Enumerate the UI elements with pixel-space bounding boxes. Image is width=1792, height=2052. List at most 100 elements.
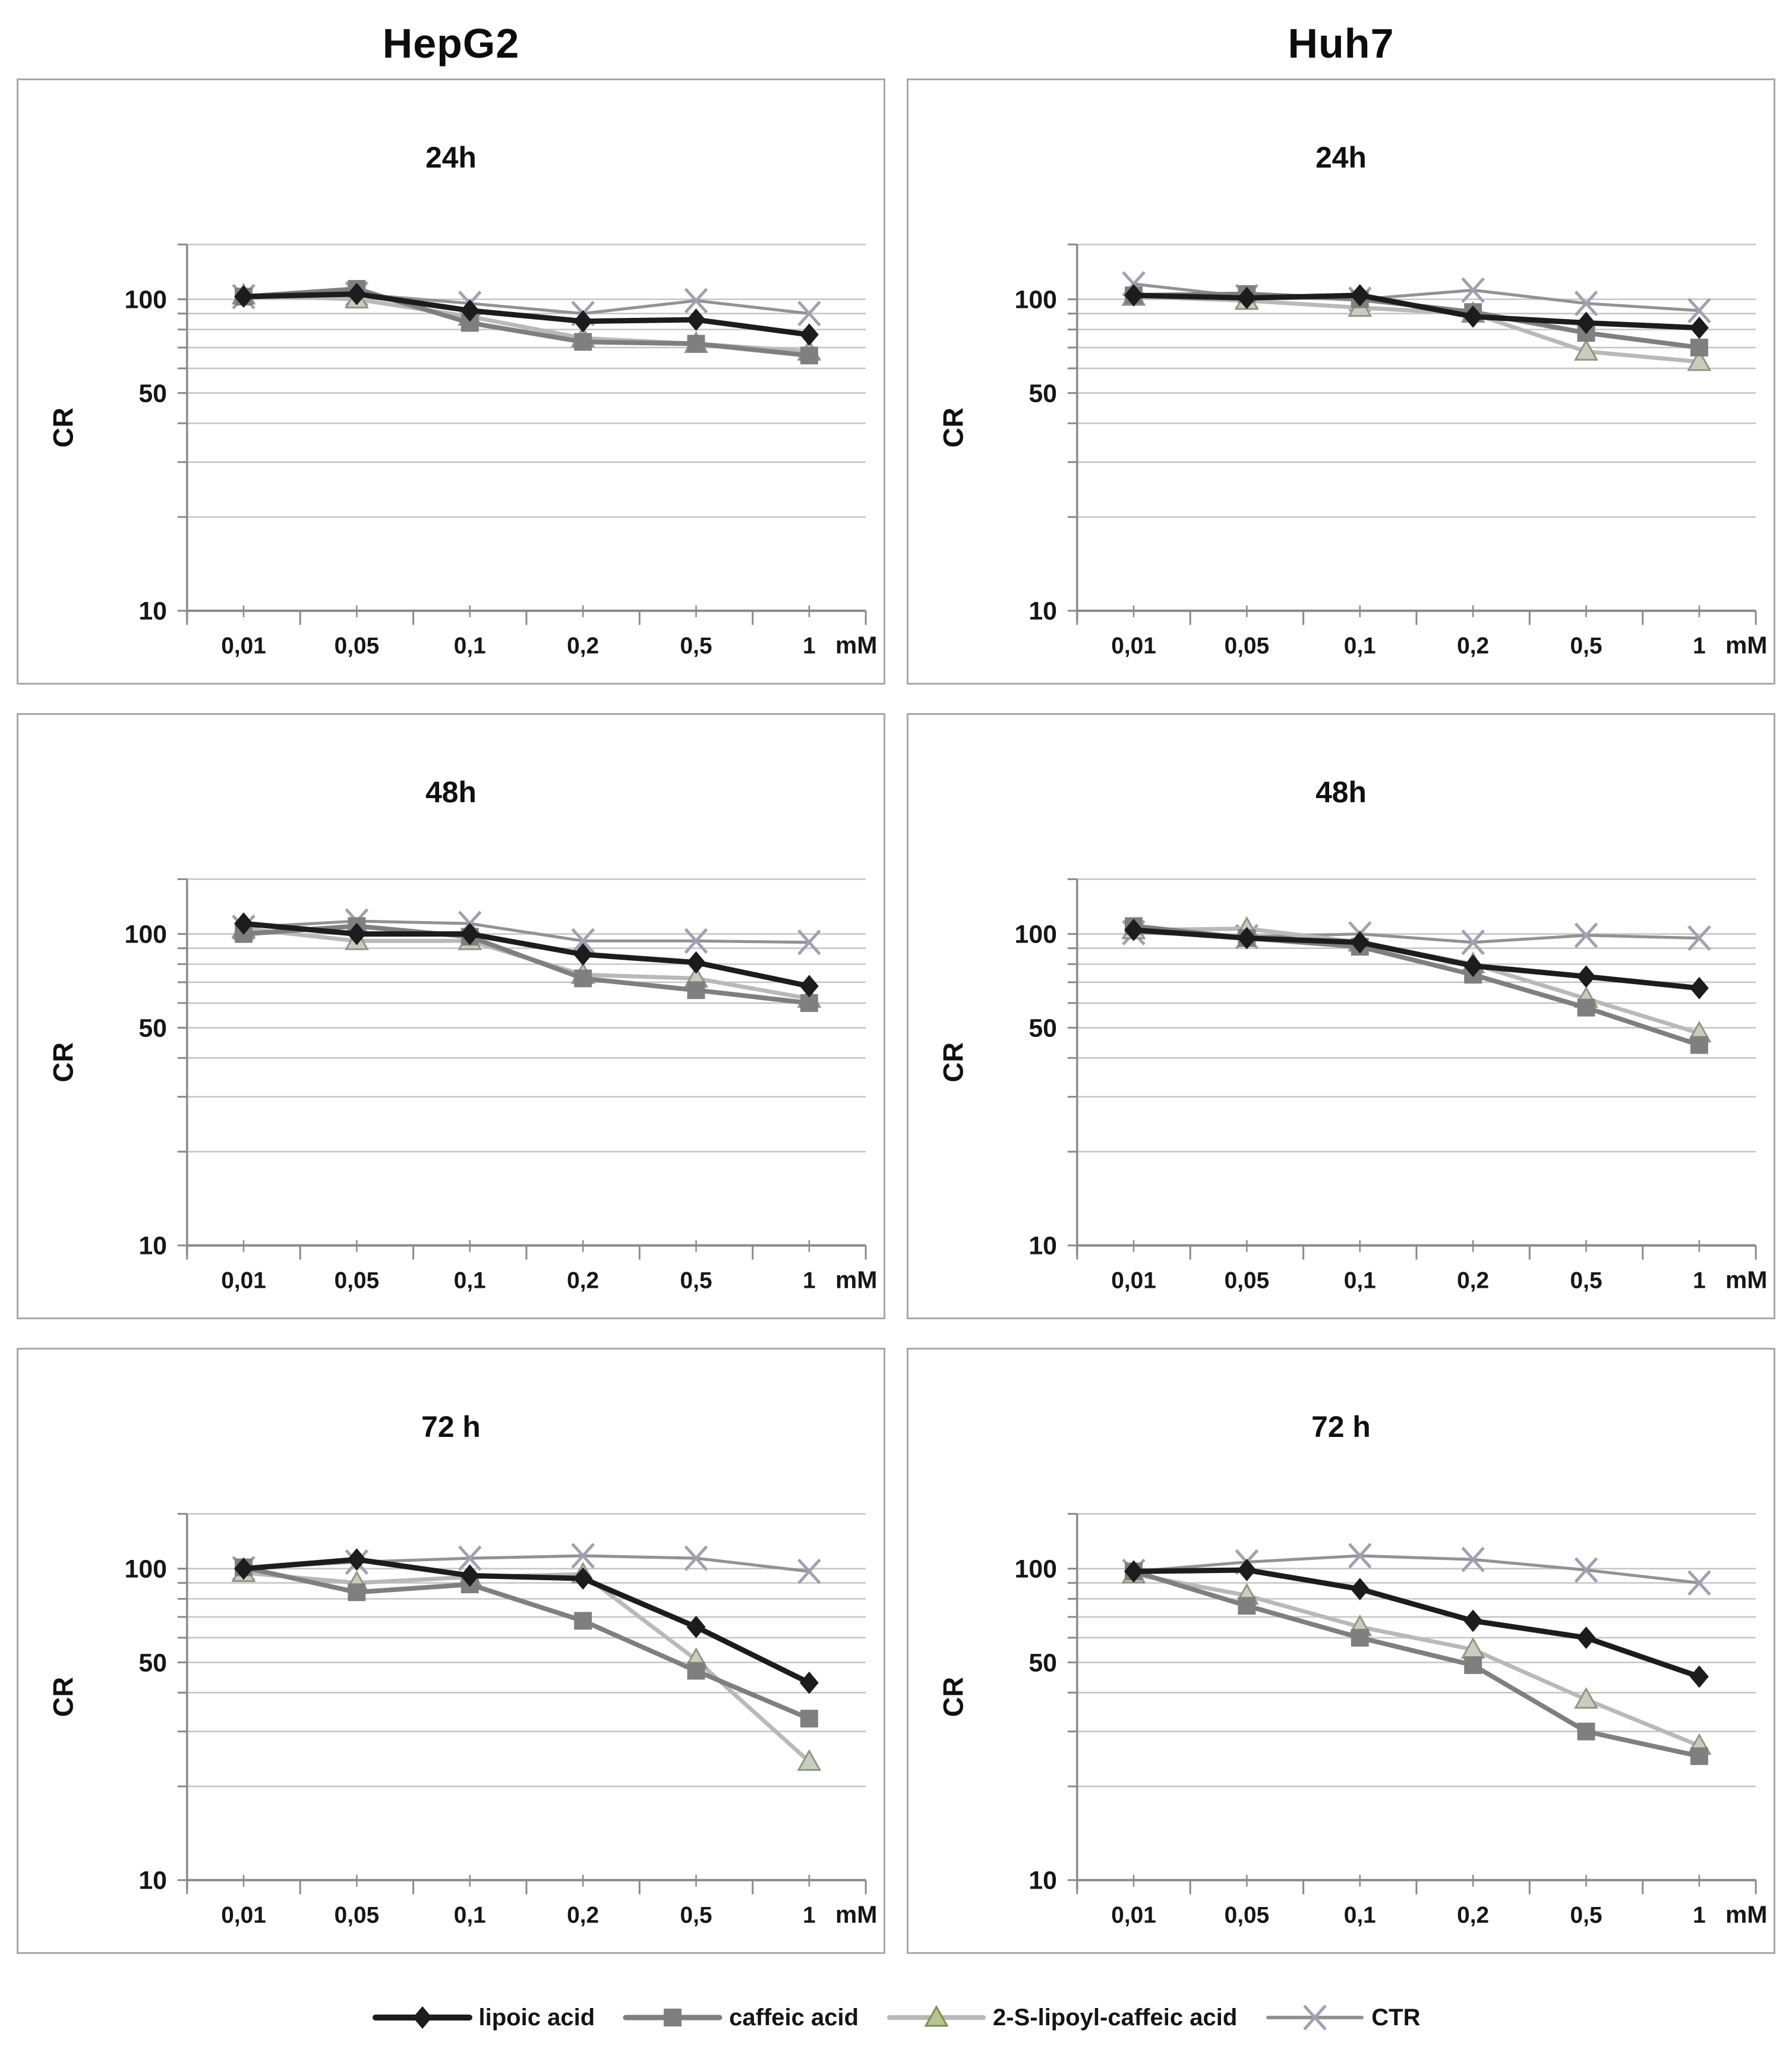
y-tick-label: 100 <box>1015 286 1057 314</box>
y-axis-label: CR <box>938 1042 969 1082</box>
y-tick-label: 50 <box>138 379 167 408</box>
x-tick-label: 0,01 <box>1111 633 1156 658</box>
legend-label: 2-S-lipoyl-caffeic acid <box>993 2004 1238 2031</box>
triangle-marker <box>797 1749 822 1771</box>
diamond-marker <box>1463 305 1483 328</box>
series-ctr <box>232 281 821 327</box>
chart-huh7-72h: 72 h 100 50 10 0,01 0,05 0,1 0,2 0,5 1 mM CR <box>938 1410 1768 1928</box>
x-tick-label: 0,2 <box>567 1902 599 1928</box>
x-tick-label: 0,5 <box>680 1902 712 1928</box>
legend-item-lipoic-acid: lipoic acid <box>372 2003 595 2032</box>
x-marker <box>684 928 708 954</box>
y-axis-label: CR <box>938 1677 969 1717</box>
chart-hepg2-48h: 48h 100 50 10 0,01 0,05 0,1 0,2 0,5 1 mM CR <box>48 776 878 1293</box>
panel-title: 72 h <box>421 1410 481 1443</box>
panel-title: 48h <box>425 776 477 809</box>
square-marker <box>348 1583 366 1602</box>
chart-panel-huh7-48h: 48h 100 50 10 0,01 0,05 0,1 0,2 0,5 1 mM CR <box>907 713 1775 1319</box>
x-marker <box>1574 922 1598 948</box>
axes <box>1067 1512 1757 1895</box>
y-tick-label: 10 <box>138 1867 167 1895</box>
square-marker <box>1690 1747 1708 1766</box>
x-marker <box>1687 298 1711 324</box>
x-tick-label: 0,2 <box>1457 1268 1489 1293</box>
square-marker <box>1577 1722 1595 1741</box>
x-marker <box>1574 1557 1598 1583</box>
axes <box>177 1512 867 1895</box>
x-tick-label: 1 <box>803 633 816 658</box>
square-legend-marker <box>623 2009 723 2026</box>
x-tick-label: 0,1 <box>1344 1902 1376 1928</box>
diamond-marker <box>1576 1627 1596 1649</box>
x-tick-label: 0,01 <box>221 1268 266 1293</box>
y-tick-label: 10 <box>1028 1232 1057 1260</box>
square-marker <box>1690 1036 1708 1054</box>
x-tick-label: 0,05 <box>335 1268 380 1293</box>
x-tick-label: 0,01 <box>221 1902 266 1928</box>
x-tick-label: 0,2 <box>567 1268 599 1293</box>
x-tick-label: 0,5 <box>1570 633 1602 658</box>
y-tick-label: 50 <box>138 1014 167 1042</box>
diamond-marker <box>799 1671 819 1694</box>
diamond-marker <box>1463 954 1483 978</box>
x-tick-label: 0,05 <box>1225 633 1270 658</box>
x-unit-label: mM <box>835 631 877 658</box>
chart-huh7-48h: 48h 100 50 10 0,01 0,05 0,1 0,2 0,5 1 mM CR <box>938 776 1768 1293</box>
x-legend-marker <box>1266 2004 1364 2031</box>
x-unit-label: mM <box>1725 631 1767 658</box>
y-axis-label: CR <box>938 408 969 447</box>
diamond-marker <box>1576 311 1596 335</box>
square-marker <box>800 1710 818 1728</box>
x-tick-label: 0,1 <box>454 633 486 658</box>
legend-label: CTR <box>1371 2004 1421 2031</box>
y-tick-label: 100 <box>125 1555 167 1584</box>
gridlines <box>187 878 866 1153</box>
triangle-legend-marker <box>887 2004 986 2027</box>
chart-panel-hepg2-48h: 48h 100 50 10 0,01 0,05 0,1 0,2 0,5 1 mM CR <box>17 713 885 1319</box>
x-tick-label: 0,2 <box>1457 633 1489 658</box>
y-tick-label: 50 <box>138 1648 167 1677</box>
diamond-marker <box>234 285 253 308</box>
y-tick-label: 10 <box>138 597 167 626</box>
x-tick-label: 0,5 <box>680 633 712 658</box>
square-marker <box>664 2009 682 2026</box>
diamond-marker <box>1237 926 1257 950</box>
panel-title: 48h <box>1315 776 1367 809</box>
diamond-marker <box>1124 284 1143 307</box>
x-tick-label: 1 <box>803 1902 816 1928</box>
x-marker <box>571 928 595 954</box>
gridlines <box>1077 878 1756 1153</box>
x-marker <box>1461 1546 1485 1572</box>
diamond-marker <box>1350 1578 1370 1600</box>
y-axis-label: CR <box>48 1042 79 1082</box>
square-marker <box>1238 1597 1256 1615</box>
diamond-marker <box>234 1557 253 1580</box>
x-tick-label: 0,5 <box>1570 1902 1602 1928</box>
diamond-marker <box>1689 316 1709 339</box>
axes <box>177 878 867 1260</box>
square-marker <box>687 981 705 1000</box>
series-2-s-lipoyl-caffeic-acid <box>231 1560 822 1771</box>
x-tick-label: 0,1 <box>454 1902 486 1928</box>
x-tick-label: 0,01 <box>1111 1268 1156 1293</box>
x-unit-label: mM <box>835 1900 877 1928</box>
diamond-marker <box>234 912 253 935</box>
diamond-marker <box>686 1615 706 1638</box>
diamond-marker <box>686 308 706 331</box>
column-headers: HepG2 Huh7 <box>17 8 1775 78</box>
legend: lipoic acid caffeic acid 2-S-lipoyl-caff… <box>17 1985 1775 2050</box>
y-tick-label: 50 <box>1028 379 1057 408</box>
x-marker <box>1461 277 1485 303</box>
diamond-marker <box>412 2006 432 2029</box>
diamond-marker <box>1237 286 1257 310</box>
series-2-s-lipoyl-caffeic-acid <box>1121 1562 1712 1755</box>
square-marker <box>800 346 818 365</box>
triangle-marker <box>1574 339 1599 361</box>
diamond-marker <box>347 922 367 945</box>
diamond-marker <box>1124 919 1143 941</box>
square-marker <box>574 969 592 988</box>
y-tick-label: 100 <box>125 286 167 314</box>
chart-panel-huh7-24h: 24h 100 50 10 0,01 0,05 0,1 0,2 0,5 1 mM CR <box>907 78 1775 685</box>
x-tick-label: 0,05 <box>335 1902 380 1928</box>
